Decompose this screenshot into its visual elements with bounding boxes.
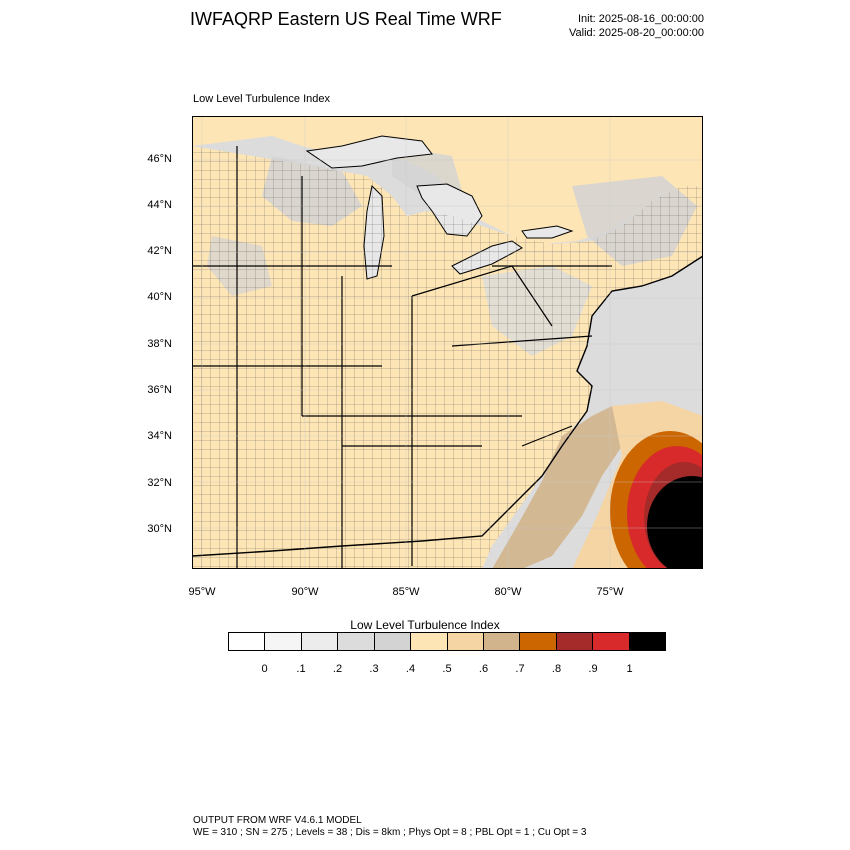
legend-swatch xyxy=(520,633,557,650)
valid-time: Valid: 2025-08-20_00:00:00 xyxy=(569,27,704,39)
legend-tick-label: .2 xyxy=(332,663,343,675)
legend-tick-label: .5 xyxy=(442,663,452,675)
legend-swatch xyxy=(338,633,375,650)
legend-tick-label: .7 xyxy=(515,663,525,675)
lon-label: 95°W xyxy=(188,586,216,598)
legend-swatch xyxy=(265,633,302,650)
lat-label: 46°N xyxy=(147,153,172,165)
legend-tick-label: 0 xyxy=(261,663,268,675)
field-label: Low Level Turbulence Index xyxy=(193,93,330,105)
lat-label: 36°N xyxy=(147,384,172,396)
lat-label: 40°N xyxy=(147,291,172,303)
legend-tick-label: 1 xyxy=(626,663,633,675)
model-config: WE = 310 ; SN = 275 ; Levels = 38 ; Dis … xyxy=(193,827,587,838)
lon-label: 85°W xyxy=(392,586,420,598)
legend-swatch xyxy=(301,633,339,650)
legend-colorbar xyxy=(228,632,666,651)
lat-label: 30°N xyxy=(147,523,172,535)
lat-label: 42°N xyxy=(147,245,172,257)
legend-swatch xyxy=(556,633,594,650)
legend-swatch xyxy=(483,633,521,650)
lon-label: 75°W xyxy=(596,586,624,598)
legend-tick-label: .1 xyxy=(296,663,306,675)
legend-tick-label: .8 xyxy=(551,663,562,675)
init-time: Init: 2025-08-16_00:00:00 xyxy=(578,13,704,25)
lat-label: 34°N xyxy=(147,430,172,442)
legend-tick-label: .9 xyxy=(588,663,598,675)
model-info: OUTPUT FROM WRF V4.6.1 MODEL xyxy=(193,815,362,826)
lon-label: 90°W xyxy=(291,586,319,598)
legend-swatch xyxy=(447,633,484,650)
legend-tick-label: .3 xyxy=(369,663,379,675)
plot-title: IWFAQRP Eastern US Real Time WRF xyxy=(190,9,502,29)
lon-label: 80°W xyxy=(494,586,522,598)
legend-tick-label: .4 xyxy=(405,663,416,675)
lat-label: 32°N xyxy=(147,477,172,489)
legend-swatch xyxy=(374,633,412,650)
legend-swatch xyxy=(593,633,630,650)
legend-swatch xyxy=(629,633,666,650)
legend-title: Low Level Turbulence Index xyxy=(350,618,500,632)
legend-swatch xyxy=(411,633,448,650)
storm-core xyxy=(647,476,703,569)
lake-ontario xyxy=(521,225,574,239)
lat-label: 38°N xyxy=(147,338,172,350)
low-index-patch xyxy=(392,146,462,196)
legend-swatch xyxy=(229,633,266,650)
legend-tick-label: .6 xyxy=(478,663,489,675)
turbulence-map xyxy=(192,116,703,569)
lat-label: 44°N xyxy=(147,199,172,211)
